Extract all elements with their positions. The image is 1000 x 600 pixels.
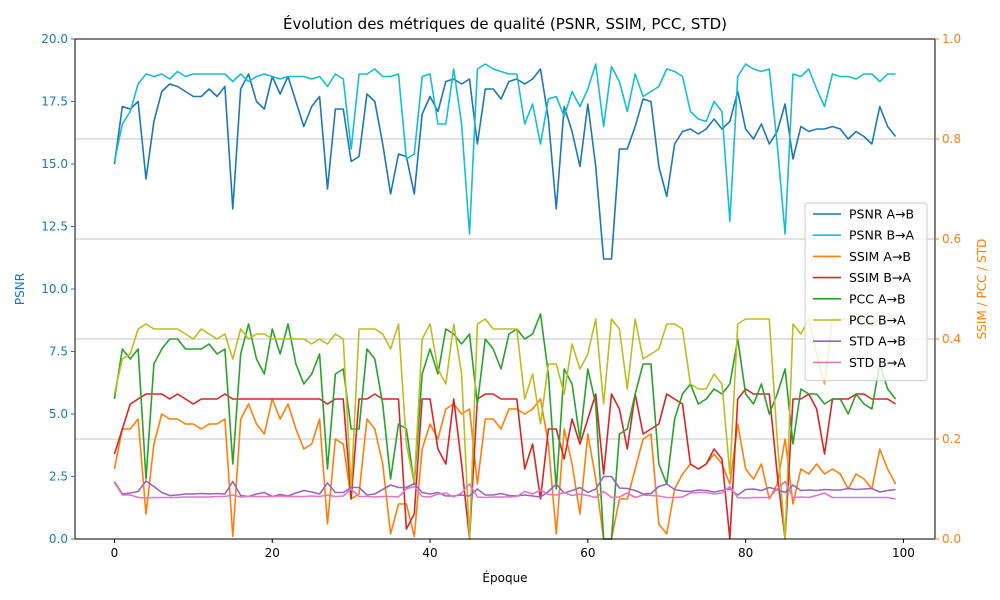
- bottom-axis: 0 20 40 60 80 100: [111, 539, 915, 560]
- legend-label: PCC B→A: [849, 313, 906, 328]
- x-tick-label: 40: [422, 546, 437, 560]
- legend: PSNR A→B PSNR B→A SSIM A→B SSIM B→A PCC A→B P…: [804, 202, 928, 382]
- legend-label: PCC A→B: [849, 291, 906, 306]
- chart-title: Évolution des métriques de qualité (PSNR…: [283, 14, 727, 33]
- x-tick-label: 60: [580, 546, 595, 560]
- right-tick-label: 0.8: [942, 132, 961, 146]
- right-tick-label: 0.0: [942, 532, 961, 546]
- right-tick-label: 1.0: [942, 32, 961, 46]
- x-tick-label: 100: [892, 546, 915, 560]
- legend-label: PSNR B→A: [849, 228, 915, 243]
- series-line-5: [113, 318, 896, 540]
- series-line-7: [113, 480, 896, 500]
- legend-label: SSIM A→B: [849, 249, 911, 264]
- left-tick-label: 2.5: [49, 470, 68, 484]
- x-axis-title: Époque: [482, 570, 527, 585]
- x-tick-label: 20: [265, 546, 280, 560]
- left-tick-label: 5.0: [49, 407, 68, 421]
- left-tick-label: 17.5: [41, 95, 68, 109]
- series-line-0: [113, 68, 897, 260]
- right-axis-title: SSIM / PCC / STD: [975, 239, 989, 340]
- series-line-2: [113, 398, 897, 540]
- series-line-4: [113, 313, 897, 540]
- right-tick-label: 0.6: [942, 232, 961, 246]
- right-tick-label: 0.4: [942, 332, 961, 346]
- left-tick-label: 20.0: [41, 32, 68, 46]
- legend-label: STD B→A: [849, 355, 906, 370]
- legend-label: STD A→B: [849, 334, 906, 349]
- legend-label: PSNR A→B: [849, 207, 914, 222]
- left-tick-label: 12.5: [41, 220, 68, 234]
- x-tick-label: 0: [111, 546, 119, 560]
- series-line-3: [113, 388, 896, 540]
- x-tick-label: 80: [738, 546, 753, 560]
- legend-box: [804, 202, 928, 382]
- right-axis: 0.0 0.2 0.4 0.6 0.8 1.0: [935, 32, 961, 546]
- series-line-1: [113, 63, 896, 235]
- left-tick-label: 0.0: [49, 532, 68, 546]
- right-tick-label: 0.2: [942, 432, 961, 446]
- left-axis: 0.0 2.5 5.0 7.5 10.0 12.5 15.0 17.5 20.0: [41, 32, 75, 546]
- left-tick-label: 15.0: [41, 157, 68, 171]
- left-axis-title: PSNR: [13, 273, 27, 305]
- left-tick-label: 7.5: [49, 345, 68, 359]
- left-tick-label: 10.0: [41, 282, 68, 296]
- series-lines: [113, 63, 897, 540]
- legend-label: SSIM B→A: [849, 270, 911, 285]
